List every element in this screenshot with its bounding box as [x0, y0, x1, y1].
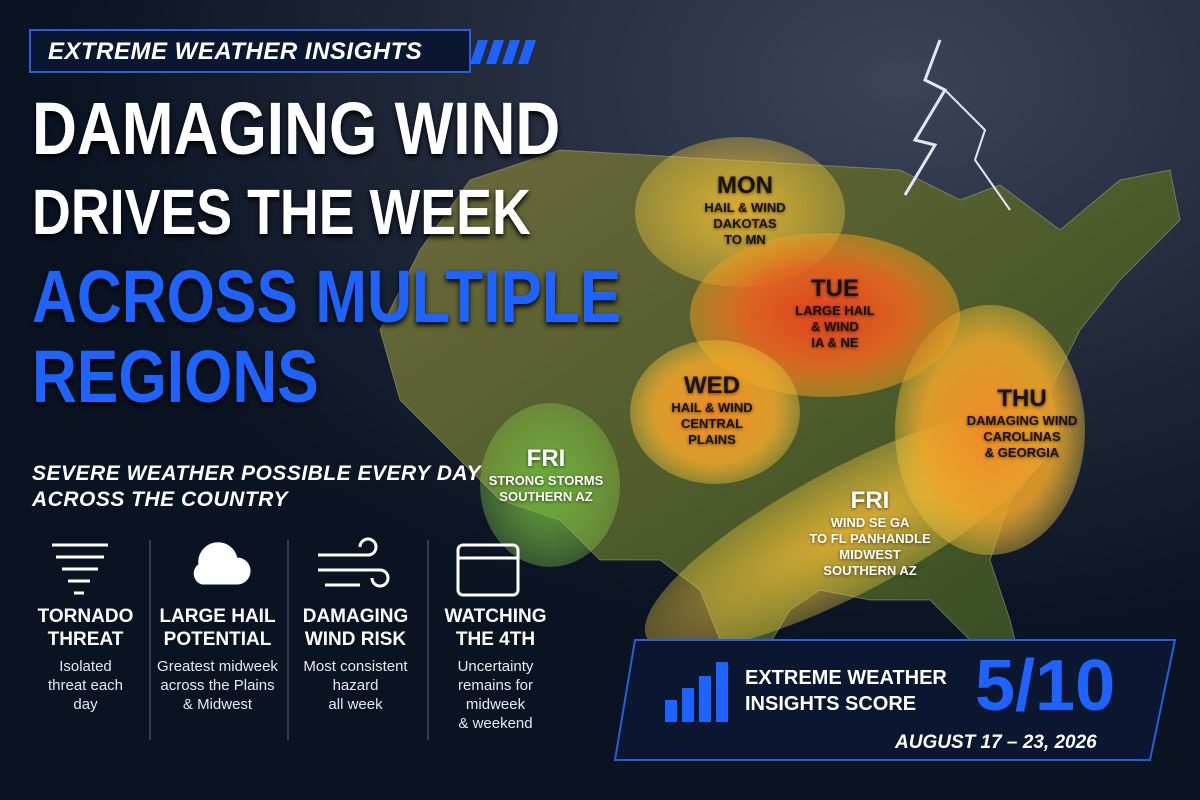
score-label: EXTREME WEATHER	[745, 667, 947, 689]
header-tag: EXTREME WEATHER INSIGHTS	[48, 38, 423, 65]
region-day: MON	[717, 172, 773, 199]
threat-card: DAMAGING WIND RISK Most consistent hazard al…	[288, 605, 423, 714]
region-line: CENTRAL	[680, 416, 744, 431]
subtitle-line: ACROSS THE COUNTRY	[32, 488, 288, 511]
region-day: TUE	[810, 275, 859, 302]
region-label: FRI WIND SE GA TO FL PANHANDLE MIDWEST SOUTH…	[809, 487, 930, 579]
threat-text-line: hazard	[332, 677, 379, 694]
region-label: MON HAIL & WIND DAKOTAS TO MN	[704, 172, 785, 248]
title-line: DRIVES THE WEEK	[32, 176, 531, 248]
region-line: MIDWEST	[839, 547, 901, 562]
threat-text-line: all week	[328, 696, 383, 713]
threat-title: THREAT	[47, 629, 124, 650]
threat-text-line: & Midwest	[182, 696, 253, 713]
threat-card: WATCHING THE 4TH Uncertainty remains for mid…	[428, 605, 563, 733]
region-label: THU DAMAGING WIND CAROLINAS & GEORGIA	[967, 385, 1078, 461]
threat-card: LARGE HAIL POTENTIAL Greatest midweek acros…	[150, 605, 285, 714]
threat-title: WIND RISK	[304, 629, 407, 650]
region-line: LARGE HAIL	[795, 303, 875, 318]
threat-text-line: Most consistent	[303, 658, 408, 675]
region-line: DAKOTAS	[713, 216, 777, 231]
threat-text-line: midweek	[465, 696, 526, 713]
region-label: WED HAIL & WIND CENTRAL PLAINS	[671, 372, 752, 448]
threat-text: Most consistent hazard all week	[288, 657, 423, 714]
threat-text-line: across the Plains	[160, 677, 275, 694]
threat-text-line: & weekend	[458, 715, 533, 732]
score-value: 5/10	[975, 646, 1116, 726]
threat-title: THE 4TH	[455, 629, 536, 650]
threat-text-line: Isolated	[59, 658, 112, 675]
region-line: CAROLINAS	[983, 429, 1061, 444]
highlight-line: REGIONS	[32, 335, 319, 418]
score-dates: AUGUST 17 – 23, 2026	[895, 732, 1097, 753]
region-line: IA & NE	[811, 335, 859, 350]
threat-text-line: Greatest midweek	[157, 658, 278, 675]
threat-text: Greatest midweek across the Plains & Midwe…	[150, 657, 285, 714]
threat-text-line: Uncertainty	[457, 658, 534, 675]
region-day: FRI	[850, 487, 890, 514]
region-line: SOUTHERN AZ	[499, 489, 593, 504]
region-day: FRI	[526, 445, 566, 472]
threat-title: TORNADO	[37, 606, 134, 627]
threat-text: Isolated threat each day	[18, 657, 153, 714]
title-line: DAMAGING WIND	[32, 87, 561, 170]
region-day: WED	[684, 372, 740, 399]
threat-card: TORNADO THREAT Isolated threat each day	[18, 605, 153, 714]
region-day: THU	[997, 385, 1047, 412]
region-line: DAMAGING WIND	[966, 413, 1078, 428]
subtitle-line: SEVERE WEATHER POSSIBLE EVERY DAY	[32, 462, 482, 485]
threat-text: Uncertainty remains for midweek & weekend	[428, 657, 563, 733]
region-label: FRI STRONG STORMS SOUTHERN AZ	[489, 445, 604, 505]
region-line: TO FL PANHANDLE	[809, 531, 931, 546]
threat-title: DAMAGING	[302, 606, 409, 627]
region-line: WIND SE GA	[830, 515, 910, 530]
region-line: HAIL & WIND	[671, 400, 753, 415]
region-line: HAIL & WIND	[704, 200, 786, 215]
region-line: SOUTHERN AZ	[823, 563, 917, 578]
threat-title: POTENTIAL	[163, 629, 272, 650]
region-line: TO MN	[724, 232, 766, 247]
region-line: & GEORGIA	[984, 445, 1060, 460]
region-line: & WIND	[811, 319, 859, 334]
threat-title: WATCHING	[444, 606, 547, 627]
threat-text-line: remains for	[457, 677, 534, 694]
region-line: STRONG STORMS	[488, 473, 604, 488]
threat-text-line: threat each	[47, 677, 124, 694]
score-label: INSIGHTS SCORE	[745, 693, 917, 715]
region-line: PLAINS	[688, 432, 736, 447]
threat-title: LARGE HAIL	[159, 606, 276, 627]
highlight-line: ACROSS MULTIPLE	[32, 255, 622, 338]
threat-text-line: day	[73, 696, 98, 713]
region-label: TUE LARGE HAIL & WIND IA & NE	[795, 275, 874, 351]
